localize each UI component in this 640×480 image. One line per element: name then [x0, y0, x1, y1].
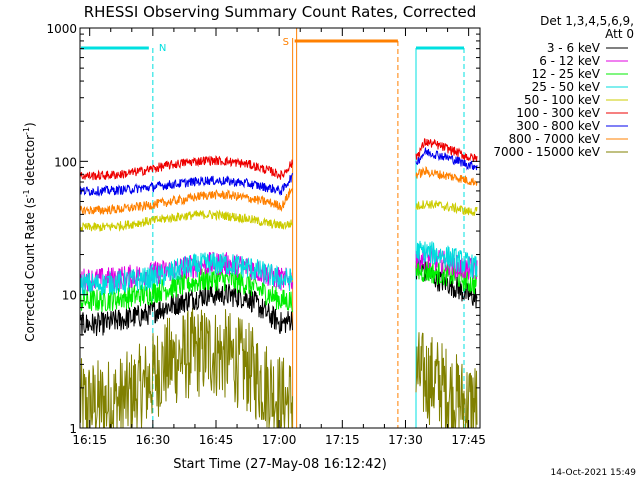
series-line [79, 155, 293, 181]
legend-label: 300 - 800 keV [516, 119, 600, 133]
series-line [415, 165, 478, 186]
legend-label: 100 - 300 keV [516, 106, 600, 120]
x-tick-label: 17:45 [451, 433, 486, 447]
series-line [415, 138, 478, 163]
y-axis-label-main: Corrected Count Rate (s [23, 197, 37, 341]
y-axis-label-end: ) [23, 122, 37, 127]
night-label: N [159, 43, 166, 54]
y-axis-label-exp2: -1 [22, 127, 31, 135]
x-tick-label: 16:15 [72, 433, 107, 447]
legend-label: 12 - 25 keV [532, 67, 601, 81]
series-line [79, 187, 293, 216]
legend-label: 50 - 100 keV [524, 93, 601, 107]
x-tick-label: 17:30 [388, 433, 423, 447]
series-line [79, 283, 293, 337]
series-800-7000-kev [79, 165, 478, 216]
legend-label: 7000 - 15000 keV [493, 145, 600, 159]
series-line [415, 259, 478, 295]
y-tick-label: 1000 [46, 22, 77, 36]
series-line [415, 332, 478, 429]
series-line [79, 209, 293, 232]
series-50-100-kev [79, 200, 478, 232]
y-axis-label: Corrected Count Rate (s-1 detector-1) [22, 122, 37, 341]
chart-title: RHESSI Observing Summary Count Rates, Co… [84, 3, 477, 21]
series-line [415, 240, 478, 278]
legend-label: 800 - 7000 keV [509, 132, 601, 146]
series-line [79, 252, 293, 296]
y-tick-label: 1 [69, 422, 77, 436]
saa-label: S [283, 37, 289, 48]
series-line [79, 172, 293, 197]
footer-timestamp: 14-Oct-2021 15:49 [551, 468, 637, 478]
series-line [79, 307, 293, 429]
series-300-800-kev [79, 147, 478, 197]
legend-header-line1: Det 1,3,4,5,6,9, [540, 14, 634, 28]
x-tick-label: 16:45 [199, 433, 234, 447]
legend-label: 6 - 12 keV [539, 54, 601, 68]
series-25-50-kev [79, 240, 478, 296]
series-7000-15000-kev [79, 307, 478, 429]
x-tick-label: 16:30 [136, 433, 171, 447]
y-axis-label-mid: detector [23, 135, 37, 190]
series-100-300-kev [79, 138, 478, 181]
y-tick-label: 100 [54, 155, 77, 169]
series-line [415, 147, 478, 171]
legend-header-line2: Att 0 [605, 27, 634, 41]
x-axis-label: Start Time (27-May-08 16:12:42) [173, 457, 387, 472]
x-tick-label: 17:15 [325, 433, 360, 447]
plot-frame [79, 27, 481, 429]
y-tick-label: 10 [62, 289, 77, 303]
x-tick-label: 17:00 [262, 433, 297, 447]
y-axis-label-exp1: -1 [22, 189, 31, 197]
legend-label: 3 - 6 keV [547, 41, 601, 55]
series-line [415, 200, 478, 216]
plot-area: N S 1 10 100 1000 16:15 16:30 16:45 17:00 17:15 17:… [46, 22, 485, 447]
legend-label: 25 - 50 keV [532, 80, 601, 94]
